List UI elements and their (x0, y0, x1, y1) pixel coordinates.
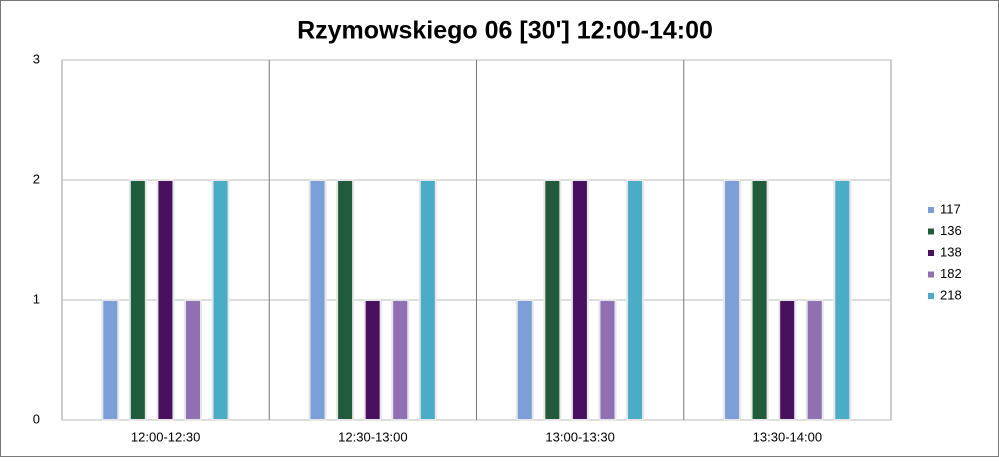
bar (156, 179, 175, 421)
bar (805, 299, 824, 421)
legend-label: 138 (940, 244, 962, 259)
y-tick-label: 0 (33, 411, 40, 426)
bar (543, 179, 562, 421)
bar (308, 179, 327, 421)
x-tick-label: 12:00-12:30 (131, 429, 200, 444)
legend-swatch (928, 293, 934, 299)
bar (598, 299, 617, 421)
x-tick-label: 12:30-13:00 (338, 429, 407, 444)
legend-swatch (928, 207, 934, 213)
legend-swatch (928, 228, 934, 235)
bar (391, 299, 410, 421)
legend-swatch (928, 271, 934, 278)
legend-label: 182 (940, 266, 962, 281)
legend-swatch (928, 250, 934, 256)
bar (101, 299, 120, 421)
legend-label: 136 (940, 223, 962, 238)
bar (626, 179, 645, 421)
bar (723, 179, 742, 421)
bar (128, 179, 147, 421)
y-tick-label: 2 (33, 171, 40, 186)
bar (418, 179, 437, 421)
bar (211, 179, 230, 421)
x-tick-label: 13:00-13:30 (545, 429, 614, 444)
bar (833, 179, 852, 421)
bar (778, 299, 797, 421)
bar (183, 299, 202, 421)
x-tick-label: 13:30-14:00 (753, 429, 822, 444)
y-tick-label: 3 (33, 51, 40, 66)
bar (750, 179, 769, 421)
legend-label: 218 (940, 287, 962, 302)
bar (363, 299, 382, 421)
chart-title: Rzymowskiego 06 [30'] 12:00-14:00 (297, 17, 713, 45)
y-tick-label: 1 (33, 291, 40, 306)
bar (515, 299, 534, 421)
bar (570, 179, 589, 421)
bar (336, 179, 355, 421)
legend-label: 117 (940, 201, 961, 216)
